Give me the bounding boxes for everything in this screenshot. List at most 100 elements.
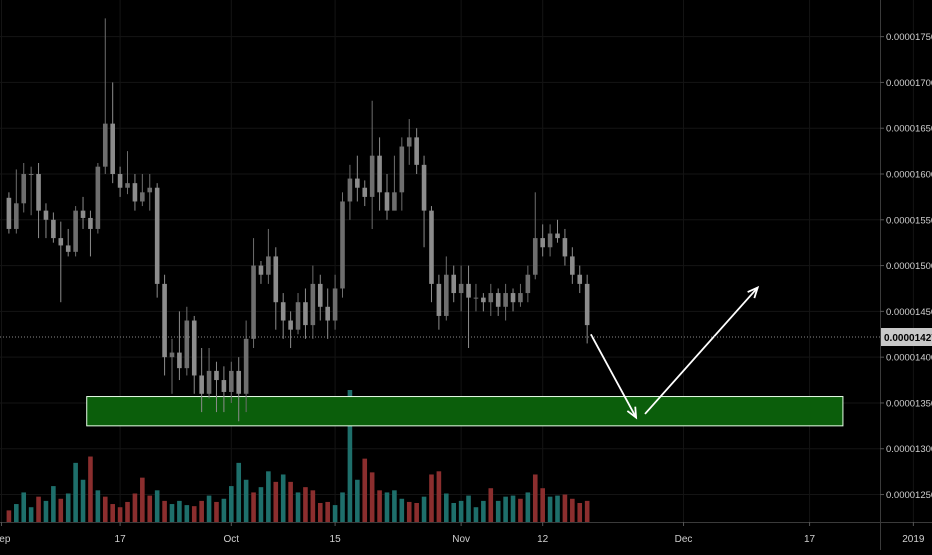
candle-body [147, 187, 153, 193]
candle-body [28, 174, 34, 175]
volume-bar [325, 501, 330, 522]
volume-bar [444, 493, 449, 522]
arrow-head[interactable] [747, 285, 760, 299]
candle-body [243, 338, 249, 394]
price-axis[interactable]: 0.00001750 0.00001700 0.00001650 0.00001600… [880, 32, 932, 501]
candle-body [377, 155, 382, 193]
candle-body [444, 274, 449, 316]
candle-body [436, 283, 442, 316]
volume-bar [273, 481, 279, 522]
volume-bar [436, 471, 442, 522]
arrow-head[interactable] [626, 406, 638, 420]
candle-body [392, 192, 397, 211]
volume-bar [258, 487, 264, 522]
volume-bar [503, 496, 508, 522]
candle-body [21, 174, 27, 204]
candle-body [206, 370, 212, 394]
time-tick-label: 12 [537, 534, 549, 545]
candle-body [584, 283, 590, 326]
price-tick-label: 0.00001300 [886, 444, 932, 455]
volume-bar [191, 506, 197, 522]
candle-body [562, 238, 568, 257]
candle-body [421, 164, 427, 211]
time-axis[interactable]: Sep17Oct15Nov12Dec17201914 [0, 522, 932, 545]
volume-bar [421, 496, 427, 522]
price-tick-label: 0.00001600 [886, 170, 932, 181]
candle-body [488, 293, 494, 303]
current-price-tag-label: 0.00001427 [884, 333, 932, 344]
candle-body [80, 210, 86, 218]
volume-bar [58, 498, 64, 522]
volume-bar [177, 500, 182, 522]
volume-bar [147, 495, 153, 522]
time-tick-label: 17 [115, 534, 127, 545]
candle-body [221, 380, 227, 392]
price-tick-label: 0.00001700 [886, 78, 932, 89]
volume-bar [266, 471, 271, 522]
volume-bar [95, 490, 101, 522]
volume-bar [584, 500, 590, 522]
candle-body [110, 123, 115, 174]
volume-bar [451, 502, 457, 522]
volume-bar [43, 500, 49, 522]
candle-body [266, 256, 271, 275]
candle-body [273, 256, 279, 303]
arrow-line[interactable] [644, 286, 759, 415]
candle-body [162, 283, 167, 358]
volume-bar [355, 479, 360, 522]
candle-body [95, 166, 101, 229]
price-tick-label: 0.00001250 [886, 490, 932, 501]
arrow-line[interactable] [590, 333, 637, 419]
candle-body [132, 183, 138, 202]
candle-body [406, 137, 412, 147]
volume-bar [88, 456, 93, 522]
volume-bar [73, 462, 78, 522]
volume-bar [495, 500, 501, 522]
support-zone-rectangle[interactable] [86, 396, 844, 427]
volume-bar [414, 502, 419, 522]
volume-bar [184, 505, 190, 522]
volume-bar [570, 498, 575, 522]
candle-body [577, 274, 583, 284]
volume-bar [429, 474, 434, 522]
candle-body [458, 283, 464, 294]
candle-body [251, 265, 256, 339]
candle-body [125, 183, 130, 188]
volume-bar [399, 498, 405, 522]
candle-body [117, 174, 123, 188]
volume-bar [406, 501, 412, 522]
arrow-drawings[interactable] [590, 285, 760, 420]
volume-bar [51, 486, 56, 522]
price-tick-label: 0.00001400 [886, 353, 932, 364]
volume-bar [377, 490, 382, 522]
candle-body [362, 187, 368, 197]
volume-bar [473, 507, 479, 522]
volume-bar [80, 479, 86, 522]
price-tick-label: 0.00001550 [886, 215, 932, 226]
volume-bar [36, 496, 41, 522]
volume-bar [65, 493, 71, 522]
candle-body [347, 178, 353, 202]
time-tick-label: Nov [452, 534, 470, 545]
candle-body [429, 210, 434, 284]
candle-body [14, 203, 19, 229]
candle-body [570, 256, 575, 275]
volume-bar [221, 498, 227, 522]
candle-body [58, 238, 64, 246]
time-tick-label: 2019 [902, 534, 925, 545]
volume-bar [340, 492, 345, 522]
volume-bar [369, 472, 375, 522]
candle-body [473, 297, 479, 299]
candle-body [303, 302, 308, 326]
candle-body [525, 274, 531, 294]
volume-bar [229, 486, 234, 522]
volume-bar [547, 496, 553, 522]
volume-bar [481, 500, 486, 522]
volume-bar [332, 505, 338, 522]
volume-bar [466, 495, 471, 522]
volume-bar [288, 481, 293, 522]
support-zone-layer[interactable] [86, 396, 844, 427]
time-tick-label: Oct [224, 534, 240, 545]
